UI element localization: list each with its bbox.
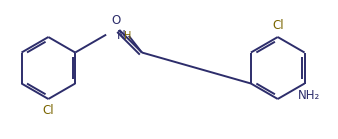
Text: O: O xyxy=(111,14,120,28)
Text: Cl: Cl xyxy=(43,104,54,117)
Text: H: H xyxy=(124,31,131,41)
Text: NH₂: NH₂ xyxy=(298,89,320,102)
Text: N: N xyxy=(117,29,126,42)
Text: Cl: Cl xyxy=(272,19,284,32)
